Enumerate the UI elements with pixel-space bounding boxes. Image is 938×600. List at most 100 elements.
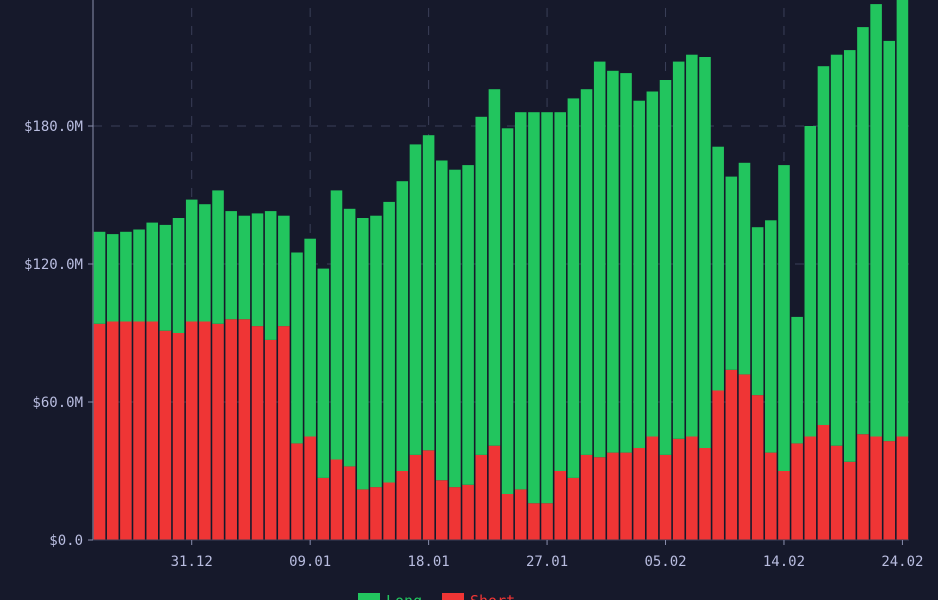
bar-short (791, 443, 803, 540)
bar-short (238, 319, 251, 540)
bar-long (343, 208, 356, 467)
bar-short (264, 339, 277, 540)
bar-long (264, 211, 277, 340)
bar-long (554, 112, 567, 471)
bar-long (765, 220, 777, 453)
bar-short (488, 445, 501, 540)
x-tick-label: 14.02 (763, 554, 805, 570)
bar-short (580, 454, 593, 540)
bar-long (830, 54, 843, 446)
bar-short (699, 448, 711, 540)
bar-long (212, 190, 224, 324)
y-tick-label: $180.0M (24, 119, 83, 135)
bar-long (462, 165, 474, 485)
x-tick-label: 18.01 (408, 554, 450, 570)
bar-short (120, 321, 132, 540)
bar-long (738, 162, 751, 375)
bar-long (712, 146, 724, 391)
bar-short (93, 323, 106, 540)
bar-long (725, 176, 738, 370)
bar-long (422, 135, 435, 451)
bar-long (896, 0, 909, 437)
bar-long (396, 181, 409, 471)
bar-short (686, 436, 698, 540)
bar-long (883, 40, 896, 442)
bar-short (317, 477, 330, 540)
y-tick-label: $0.0 (49, 533, 83, 549)
bar-short (830, 445, 843, 540)
bar-short (646, 436, 659, 540)
bar-short (896, 436, 909, 540)
bar-long (843, 50, 856, 462)
bar-short (330, 459, 343, 540)
bar-short (514, 489, 527, 540)
bar-long (133, 229, 145, 322)
bar-long (475, 116, 488, 455)
bar-short (804, 436, 817, 540)
bar-long (751, 227, 764, 396)
legend: Long Short (358, 592, 515, 600)
bar-short (843, 461, 856, 540)
bar-long (199, 204, 211, 322)
bar-short (422, 450, 435, 540)
bar-long (238, 215, 251, 320)
bar-short (278, 326, 290, 540)
bar-long (357, 218, 369, 490)
bar-long (383, 201, 395, 483)
bar-long (699, 57, 711, 448)
bar-short (633, 448, 645, 540)
bar-long (514, 112, 527, 490)
legend-label-long: Long (386, 592, 422, 600)
bar-short (593, 457, 606, 540)
bar-long (330, 190, 343, 460)
bar-long (291, 252, 303, 444)
bar-short (620, 452, 632, 540)
bar-short (159, 330, 172, 540)
bar-short (304, 436, 316, 540)
bar-short (185, 321, 198, 540)
bar-long (870, 4, 882, 437)
legend-label-short: Short (470, 592, 515, 600)
bar-long (791, 316, 803, 444)
bar-short (607, 452, 619, 540)
bar-short (106, 321, 119, 540)
bar-short (870, 436, 882, 540)
x-tick-label: 05.02 (644, 554, 686, 570)
x-tick-label: 31.12 (171, 554, 213, 570)
bar-long (804, 126, 817, 437)
y-tick-label: $120.0M (24, 257, 83, 273)
bar-short (396, 471, 409, 540)
bar-short (383, 482, 395, 540)
bar-short (357, 489, 369, 540)
x-tick-label: 24.02 (881, 554, 923, 570)
bar-long (225, 211, 237, 320)
bar-long (304, 238, 316, 437)
bar-short (857, 434, 869, 540)
bar-short (659, 454, 672, 540)
bar-short (567, 477, 580, 540)
bar-short (212, 323, 224, 540)
bar-long (528, 112, 540, 504)
bar-long (449, 169, 461, 488)
bar-long (620, 73, 632, 453)
bar-short (343, 466, 356, 540)
bar-long (778, 165, 790, 471)
bar-short (462, 484, 474, 540)
bar-short (133, 321, 145, 540)
bar-long (159, 224, 172, 331)
bar-short (475, 454, 488, 540)
bar-short (725, 369, 738, 540)
x-tick-label: 27.01 (526, 554, 568, 570)
bar-long (251, 213, 264, 327)
bar-short (291, 443, 303, 540)
bars (93, 0, 909, 540)
bar-short (370, 487, 382, 540)
bar-long (488, 89, 501, 446)
bar-short (251, 326, 264, 540)
bar-short (778, 471, 790, 540)
bar-long (146, 222, 159, 322)
bar-short (501, 494, 514, 540)
bar-long (106, 234, 119, 322)
bar-long (120, 231, 132, 322)
